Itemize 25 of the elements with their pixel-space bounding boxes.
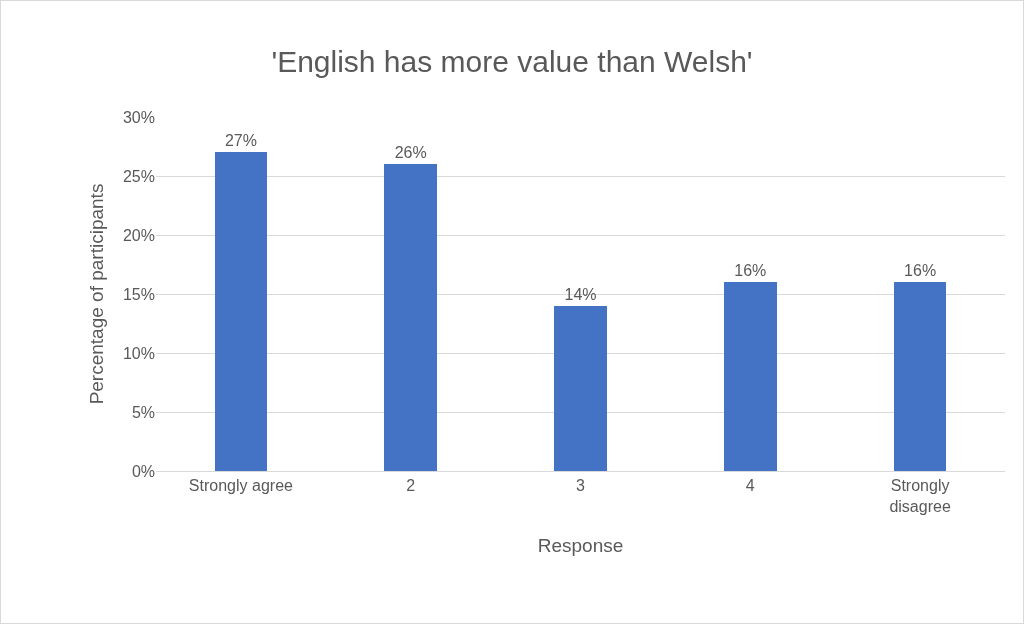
- bar: [723, 282, 777, 471]
- y-tick-label: 5%: [131, 403, 155, 421]
- bar: [893, 282, 947, 471]
- y-tick-label: 0%: [131, 462, 155, 480]
- x-tick-label: Strongly agree: [188, 477, 294, 495]
- data-label: 16%: [734, 262, 767, 280]
- data-label: 14%: [564, 285, 597, 303]
- data-label: 16%: [904, 262, 937, 280]
- y-axis-title: Percentage of participants: [85, 183, 107, 405]
- y-tick-label: 30%: [122, 108, 155, 126]
- data-label: 27%: [224, 132, 257, 150]
- y-tick-label: 15%: [122, 285, 155, 303]
- data-label: 26%: [394, 144, 427, 162]
- chart-title: 'English has more value than Welsh': [271, 44, 753, 78]
- bar: [214, 152, 268, 471]
- bar: [554, 305, 607, 471]
- y-tick-label: 10%: [122, 344, 155, 362]
- x-axis-title: Response: [537, 534, 624, 556]
- y-tick-label: 20%: [122, 226, 155, 244]
- x-tick-label: Strongly disagree: [889, 477, 951, 515]
- x-tick-label: 3: [576, 477, 586, 495]
- x-tick-label: 4: [745, 477, 755, 495]
- bar: [384, 164, 438, 471]
- x-tick-label: 2: [406, 477, 416, 495]
- y-tick-label: 25%: [122, 167, 155, 185]
